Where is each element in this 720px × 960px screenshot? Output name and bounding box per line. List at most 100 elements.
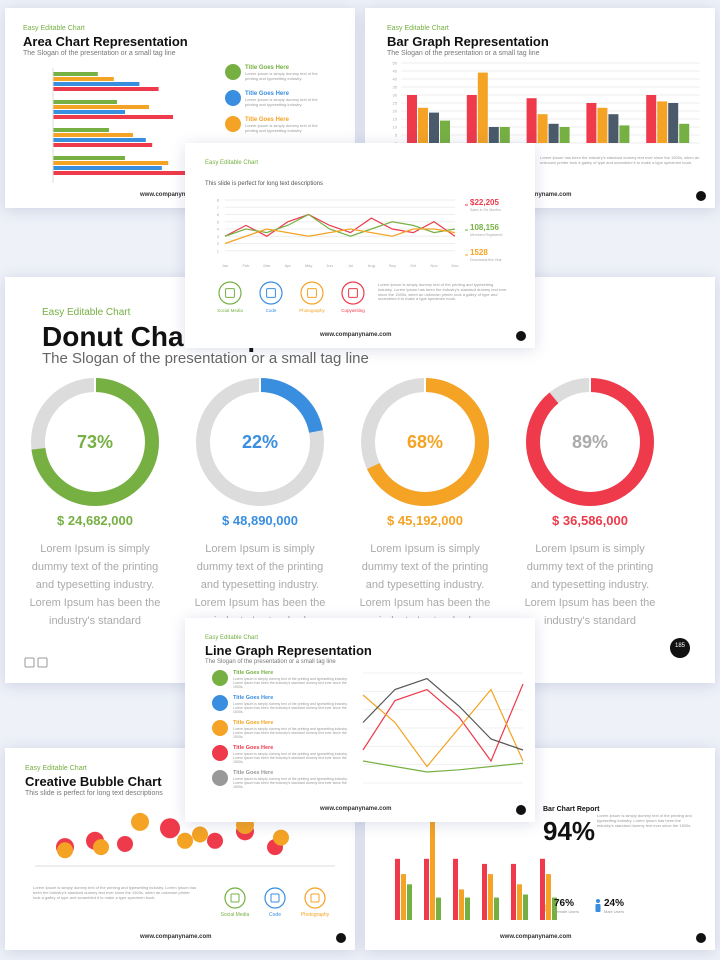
user-value: 76% bbox=[554, 898, 575, 909]
icon-label: Copywriting bbox=[341, 308, 365, 313]
item-title: Title Goes Here bbox=[245, 117, 289, 123]
stat-caption: Sales in Six Months bbox=[470, 208, 501, 212]
bar bbox=[552, 897, 557, 920]
y-tick-label: 15 bbox=[393, 117, 398, 122]
donut-text: Lorem Ipsum is simply dummy text of the … bbox=[359, 543, 491, 627]
y-tick-label: 30 bbox=[393, 93, 398, 98]
y-tick-label: 45 bbox=[393, 69, 398, 74]
icon-glyph bbox=[270, 893, 280, 903]
paragraph: Lorem Ipsum is simply dummy text of the … bbox=[33, 885, 197, 900]
bar bbox=[53, 77, 114, 81]
bar bbox=[440, 120, 450, 143]
slide-subtitle: This slide is perfect for long text desc… bbox=[25, 790, 163, 797]
donut-text: Lorem Ipsum is simply dummy text of the … bbox=[29, 543, 161, 627]
bar bbox=[608, 114, 619, 143]
item-title: Title Goes Here bbox=[233, 745, 274, 751]
x-tick-label: Dec bbox=[451, 263, 458, 268]
x-tick-label: Feb bbox=[242, 263, 250, 268]
item-text: Lorem Ipsum is simply dummy text of the … bbox=[233, 727, 348, 740]
line bbox=[362, 688, 524, 768]
item-icon bbox=[212, 770, 228, 786]
icon-glyph bbox=[307, 288, 317, 298]
slide-subtitle: The Slogan of the presentation or a smal… bbox=[42, 350, 369, 367]
user-head bbox=[596, 899, 600, 903]
icon-label: Code bbox=[265, 308, 277, 313]
big-number: 94% bbox=[543, 816, 596, 846]
page-badge bbox=[516, 331, 526, 341]
footer: www.companyname.com bbox=[140, 192, 212, 198]
bar bbox=[523, 894, 528, 920]
stat-value: 108,156 bbox=[470, 223, 499, 232]
bar bbox=[668, 103, 679, 143]
slide-subtitle: The Slogan of the presentation or a smal… bbox=[387, 50, 540, 57]
slide-title: Area Chart Representation bbox=[23, 34, 188, 49]
x-tick-label: Oct bbox=[410, 263, 417, 268]
bar bbox=[53, 100, 117, 104]
bar bbox=[53, 161, 169, 165]
y-tick-label: 5 bbox=[395, 133, 398, 138]
bar bbox=[53, 166, 162, 170]
icon-label: Photography bbox=[299, 308, 325, 313]
bar bbox=[466, 95, 477, 143]
slide-title: Creative Bubble Chart bbox=[25, 774, 162, 789]
item-icon bbox=[212, 695, 228, 711]
slide-graphics bbox=[212, 670, 526, 815]
item-icon bbox=[225, 116, 241, 132]
bubble bbox=[192, 826, 208, 843]
user-body bbox=[545, 904, 551, 912]
item-title: Title Goes Here bbox=[233, 770, 274, 776]
x-tick-label: Jan bbox=[222, 263, 228, 268]
bar bbox=[453, 858, 458, 920]
icon-glyph bbox=[266, 288, 276, 298]
bar bbox=[526, 98, 537, 143]
bubble bbox=[207, 832, 223, 849]
area-chart-slide: Easy Editable Chart Area Chart Representa… bbox=[5, 8, 355, 208]
slide-subtitle: The Slogan of the presentation or a smal… bbox=[23, 50, 176, 57]
bubble bbox=[177, 832, 193, 849]
bar bbox=[482, 863, 487, 920]
x-tick-label: Jun bbox=[326, 263, 332, 268]
bar bbox=[488, 127, 499, 143]
bubble bbox=[57, 842, 73, 859]
bar bbox=[53, 171, 213, 175]
donut-amount: $ 36,586,000 bbox=[552, 513, 628, 528]
y-tick-label: 4 bbox=[217, 227, 220, 232]
footer: www.companyname.com bbox=[320, 332, 392, 338]
item-text: Lorem Ipsum is simply dummy text of the … bbox=[245, 123, 318, 133]
donut-label: 68% bbox=[406, 432, 444, 452]
user-value: 24% bbox=[604, 898, 625, 909]
user-head bbox=[546, 899, 550, 903]
bubble bbox=[117, 835, 133, 852]
bar bbox=[53, 138, 146, 142]
donut-text: Lorem Ipsum is simply dummy text of the … bbox=[194, 543, 326, 627]
footer: www.companyname.com bbox=[500, 192, 572, 198]
line bbox=[224, 213, 456, 237]
x-tick-label: Jul bbox=[348, 263, 353, 268]
line bbox=[362, 677, 524, 751]
bubble bbox=[131, 812, 149, 831]
bar bbox=[407, 95, 417, 143]
bar bbox=[418, 107, 428, 143]
paragraph: Lorem Ipsum has been the industry's stan… bbox=[540, 155, 700, 165]
y-tick-label: 10 bbox=[393, 125, 398, 130]
bar bbox=[477, 72, 488, 143]
icon-label: Code bbox=[269, 912, 281, 918]
donut-label: 89% bbox=[571, 432, 609, 452]
line bbox=[362, 683, 524, 763]
line bbox=[224, 213, 456, 237]
y-tick-label: 25 bbox=[393, 101, 398, 106]
bar bbox=[465, 897, 470, 920]
bar bbox=[53, 110, 125, 114]
icon-ring bbox=[224, 887, 246, 909]
x-tick-label: Mar bbox=[263, 263, 271, 268]
kicker: Easy Editable Chart bbox=[23, 25, 85, 32]
footer: www.companyname.com bbox=[320, 806, 392, 812]
bar bbox=[494, 897, 499, 920]
bar bbox=[459, 889, 464, 920]
kicker: Easy Editable Chart bbox=[42, 307, 131, 318]
slide-graphics: 1 2 3 4 5 6 7 8 Jan Feb Mar Apr May Jun Jul Aug Sep Oct No… bbox=[217, 198, 526, 341]
item-text: Lorem Ipsum is simply dummy text of the … bbox=[233, 677, 348, 690]
page-badge bbox=[696, 933, 706, 943]
y-tick-label: 40 bbox=[393, 77, 398, 82]
x-tick-label: Nov bbox=[431, 263, 438, 268]
